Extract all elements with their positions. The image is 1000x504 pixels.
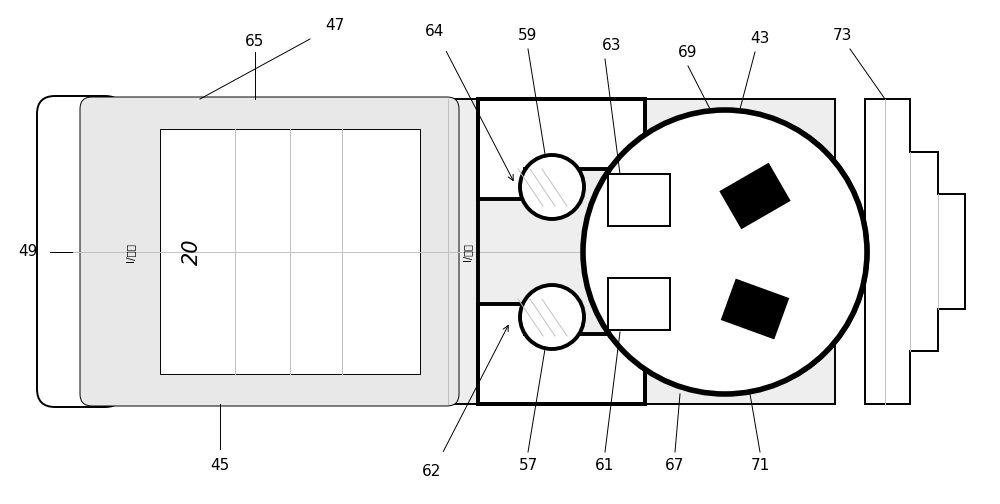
Text: I/接通: I/接通	[125, 242, 135, 262]
Text: 20: 20	[182, 239, 202, 265]
FancyBboxPatch shape	[37, 96, 123, 407]
Text: 45: 45	[210, 459, 230, 473]
Text: 67: 67	[665, 459, 685, 473]
Text: 73: 73	[832, 29, 852, 43]
Text: 62: 62	[422, 465, 442, 479]
Polygon shape	[478, 304, 645, 404]
Text: 59: 59	[518, 29, 538, 43]
Circle shape	[520, 285, 584, 349]
Text: 49: 49	[18, 244, 38, 260]
FancyBboxPatch shape	[608, 174, 670, 226]
Text: 47: 47	[325, 19, 345, 33]
Circle shape	[583, 110, 867, 394]
Polygon shape	[865, 99, 965, 404]
Circle shape	[520, 155, 584, 219]
FancyBboxPatch shape	[160, 129, 420, 374]
Text: 61: 61	[595, 459, 615, 473]
FancyBboxPatch shape	[80, 97, 459, 406]
Text: 43: 43	[750, 31, 770, 46]
Text: 57: 57	[518, 459, 538, 473]
Polygon shape	[478, 99, 645, 199]
FancyBboxPatch shape	[608, 278, 670, 330]
Text: 71: 71	[750, 459, 770, 473]
Text: 65: 65	[245, 34, 265, 49]
Text: I/断开: I/断开	[462, 243, 472, 261]
Text: 63: 63	[602, 38, 622, 53]
FancyBboxPatch shape	[85, 99, 835, 404]
Text: 64: 64	[425, 25, 445, 39]
Text: 69: 69	[678, 44, 698, 59]
Polygon shape	[722, 280, 788, 338]
Polygon shape	[721, 164, 789, 228]
